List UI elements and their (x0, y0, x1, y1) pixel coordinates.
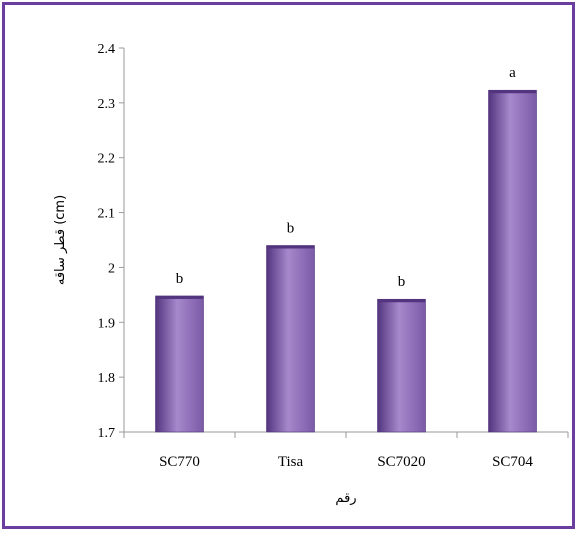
bar-top-sc7020 (377, 299, 426, 303)
y-tick-label: 2.3 (98, 97, 116, 112)
bar-top-sc770 (155, 295, 204, 299)
x-tick-label: SC7020 (377, 454, 425, 470)
y-tick-label: 2 (108, 261, 115, 276)
bar-top-tisa (266, 245, 315, 249)
y-tick-label: 1.7 (98, 426, 116, 441)
y-tick-label: 1.8 (98, 371, 116, 386)
y-tick-label: 2.4 (98, 42, 116, 57)
labels: 1.7 1.8 1.9 2 2.1 2.2 2.3 2.4 b SC770 b Tisa b SC7020… (98, 42, 534, 470)
bar-sc704 (488, 89, 537, 433)
x-tick-label: Tisa (278, 454, 304, 470)
x-tick-label: SC770 (159, 454, 200, 470)
bar-sc7020 (377, 298, 426, 433)
bar-top-sc704 (488, 90, 537, 94)
data-label: b (398, 274, 406, 290)
y-axis-title: قطر ساقه (cm) (53, 195, 68, 285)
y-tick-label: 2.1 (98, 207, 116, 222)
bar-tisa (266, 245, 315, 433)
x-axis-title: رقم (335, 491, 356, 506)
bars (155, 89, 537, 433)
data-label: b (287, 220, 295, 236)
bar-sc770 (155, 295, 204, 433)
y-tick-label: 1.9 (98, 316, 116, 331)
x-tick-label: SC704 (492, 454, 533, 470)
data-label: a (509, 65, 516, 81)
data-label: b (176, 271, 184, 287)
y-tick-label: 2.2 (98, 152, 116, 167)
